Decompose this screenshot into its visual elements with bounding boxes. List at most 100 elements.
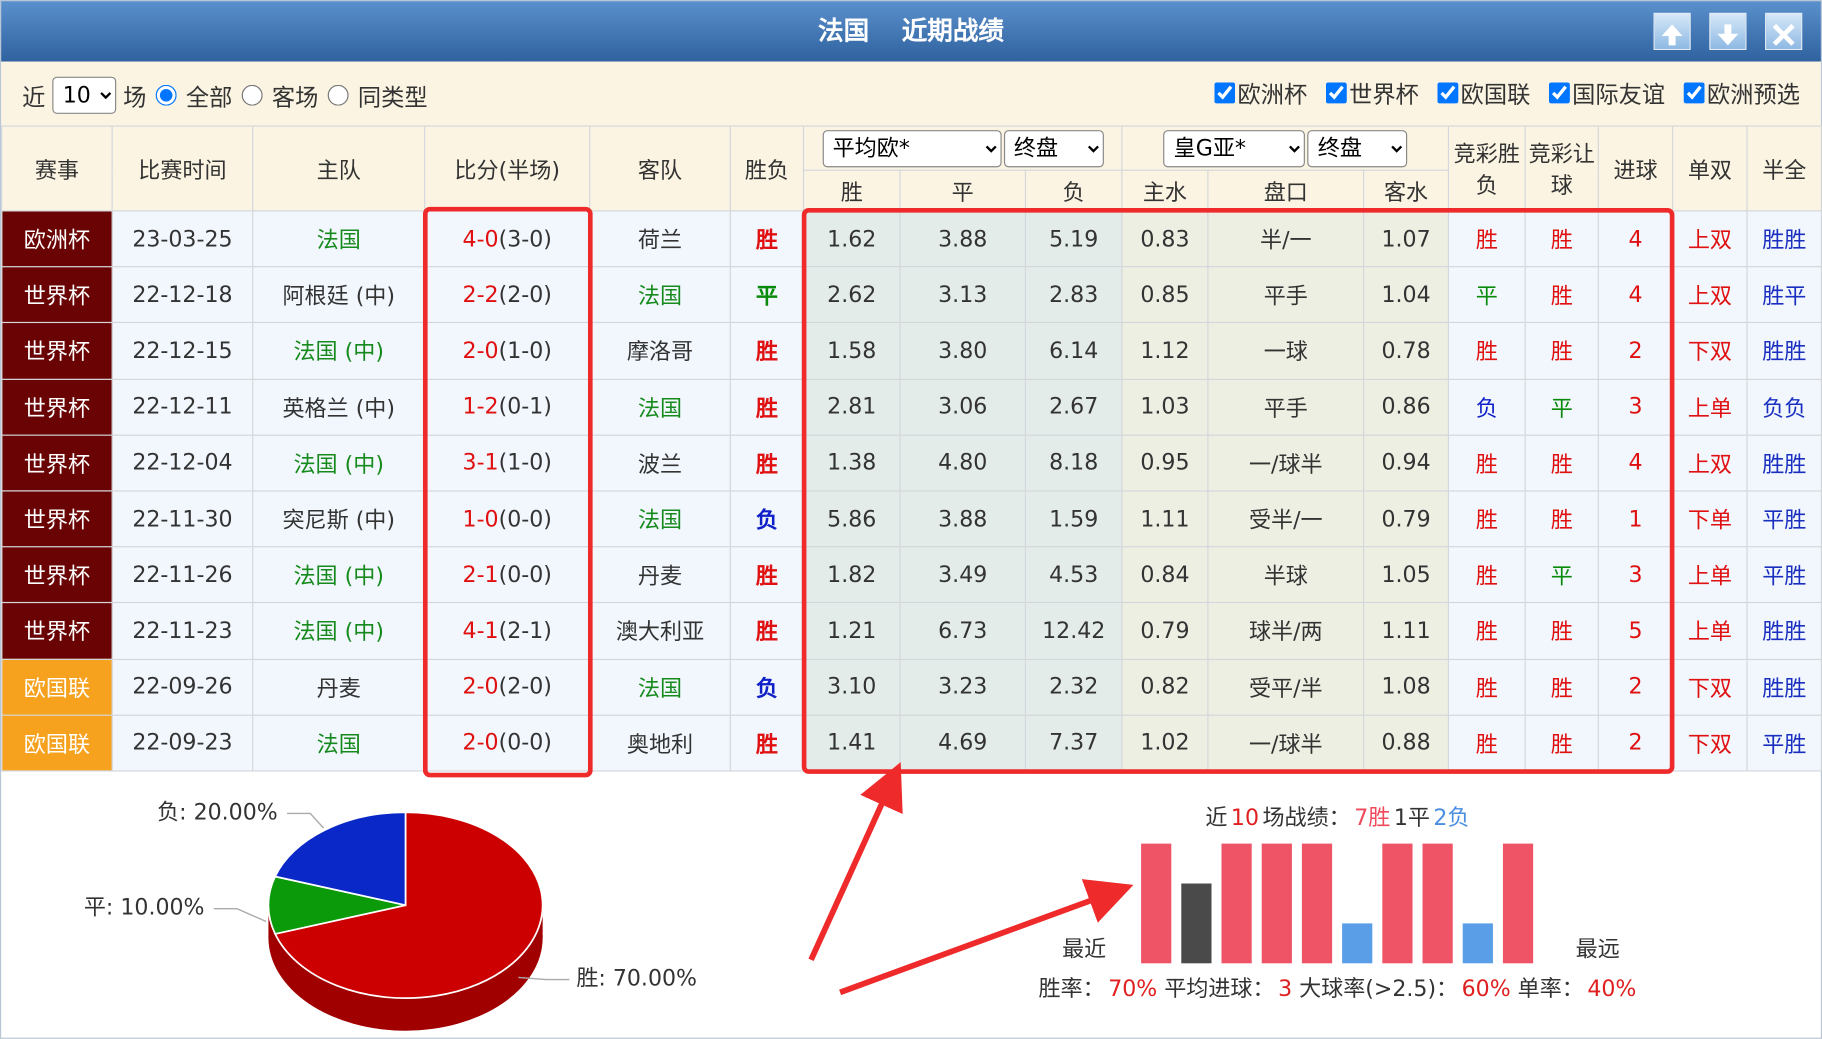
- asian-odds: 1.11: [1121, 490, 1209, 548]
- match-date: 22-11-26: [111, 546, 254, 604]
- half-full: 平胜: [1746, 714, 1822, 772]
- summary-part: 2负: [1433, 806, 1469, 831]
- header-cell: 平: [899, 169, 1027, 212]
- match-date: 22-12-18: [111, 266, 254, 324]
- odds-stage-select[interactable]: 终盘: [1003, 129, 1104, 167]
- radio-label: 同类型: [357, 83, 428, 111]
- match-row: 欧国联 22-09-26 丹麦 2-0(2-0) 法国负 3.10 3.23 2.32 0.82…: [1, 658, 1822, 716]
- odds-company-select[interactable]: 平均欧*: [822, 129, 1002, 167]
- home-team: 法国: [252, 210, 426, 268]
- score-cell: 1-0(0-0): [424, 490, 591, 548]
- asian-odds: 0.78: [1363, 322, 1450, 380]
- lottery-result: 胜: [1447, 210, 1526, 268]
- home-team: 法国 (中): [252, 322, 426, 380]
- euro-odds: 3.13: [899, 266, 1027, 324]
- euro-odds: 3.49: [899, 546, 1027, 604]
- checkbox[interactable]: [1325, 81, 1347, 103]
- result-bar: [1342, 923, 1373, 964]
- goals: 3: [1597, 378, 1674, 436]
- away-team: 澳大利亚: [589, 602, 731, 660]
- header-cell: 主水: [1121, 169, 1209, 212]
- asia-company-select[interactable]: 皇G亚*: [1163, 129, 1305, 167]
- score: 2-0: [462, 674, 499, 700]
- match-row: 欧国联 22-09-23 法国 2-0(0-0) 奥地利胜 1.41 4.69 7.37 1.0…: [1, 714, 1822, 772]
- asian-odds: 受半/一: [1207, 490, 1365, 548]
- handicap-result: 胜: [1524, 602, 1599, 660]
- odd-even: 上单: [1672, 378, 1748, 436]
- handicap-result: 胜: [1524, 714, 1599, 772]
- result-bar: [1382, 843, 1413, 964]
- stats: 胜率： 70% 平均进球： 3 大球率(>2.5)： 60% 单率： 40%: [1039, 977, 1637, 1002]
- handicap-result: 胜: [1524, 266, 1599, 324]
- asian-odds: 0.85: [1121, 266, 1209, 324]
- match-row: 世界杯 22-12-18 阿根廷 (中) 2-2(2-0) 法国平 2.62 3.13 2.8…: [1, 266, 1822, 324]
- euro-odds: 12.42: [1024, 602, 1123, 660]
- half-full: 胜胜: [1746, 434, 1822, 492]
- asian-odds: 半球: [1207, 546, 1365, 604]
- home-team: 突尼斯 (中): [252, 490, 426, 548]
- close-button[interactable]: [1765, 12, 1803, 50]
- half-full: 胜胜: [1746, 322, 1822, 380]
- result-bar: [1221, 843, 1252, 964]
- leader-line: [213, 907, 267, 923]
- score: 2-0: [462, 338, 499, 364]
- checkbox[interactable]: [1683, 81, 1705, 103]
- score-cell: 2-2(2-0): [424, 266, 591, 324]
- pie-slice: [273, 811, 407, 907]
- radio[interactable]: [241, 84, 263, 106]
- summary: 近 10 场战绩： 7胜 1平 2负: [1205, 806, 1469, 831]
- home-team: 法国: [252, 714, 426, 772]
- asian-odds: 0.79: [1363, 490, 1450, 548]
- half-score: (2-1): [498, 618, 552, 644]
- euro-odds: 1.58: [802, 322, 901, 380]
- home-team: 法国 (中): [252, 434, 426, 492]
- result-bar: [1181, 883, 1212, 964]
- radio[interactable]: [327, 84, 349, 106]
- euro-odds: 3.10: [802, 658, 901, 716]
- lottery-result: 胜: [1447, 490, 1526, 548]
- radio-label: 全部: [185, 83, 233, 111]
- up-button[interactable]: [1653, 12, 1691, 50]
- pie-slice: [267, 875, 406, 935]
- lottery-result: 平: [1447, 266, 1526, 324]
- checkbox[interactable]: [1548, 81, 1570, 103]
- summary-part: 7胜: [1354, 806, 1390, 831]
- asian-odds: 0.95: [1121, 434, 1209, 492]
- euro-odds: 1.59: [1024, 490, 1123, 548]
- score: 1-0: [462, 506, 499, 532]
- header-cell: 比赛时间: [111, 125, 254, 212]
- radio[interactable]: [155, 84, 177, 106]
- leader-line: [287, 812, 325, 829]
- competition: 世界杯: [1, 546, 113, 604]
- asian-odds: 一/球半: [1207, 714, 1365, 772]
- goals: 4: [1597, 434, 1674, 492]
- half-full: 胜胜: [1746, 602, 1822, 660]
- table-body: 欧洲杯 23-03-25 法国 4-0(3-0) 荷兰胜 1.62 3.88 5.19 0.83…: [1, 210, 1822, 772]
- asian-odds: 受平/半: [1207, 658, 1365, 716]
- score: 2-1: [462, 562, 499, 588]
- count-select[interactable]: 10: [52, 76, 117, 114]
- match-date: 23-03-25: [111, 210, 254, 268]
- checkbox[interactable]: [1437, 81, 1459, 103]
- odd-even: 上单: [1672, 602, 1748, 660]
- header-cell: 赛事: [1, 125, 113, 212]
- score-cell: 4-0(3-0): [424, 210, 591, 268]
- asian-odds: 0.86: [1363, 378, 1450, 436]
- arrow: [839, 879, 1134, 996]
- label: 场: [123, 83, 147, 111]
- score: 4-1: [462, 618, 499, 644]
- asia-stage-select[interactable]: 终盘: [1307, 129, 1408, 167]
- pie-label: 负: 20.00%: [157, 800, 278, 825]
- euro-odds: 1.62: [802, 210, 901, 268]
- lottery-result: 胜: [1447, 714, 1526, 772]
- score: 3-1: [462, 450, 499, 476]
- title-bar: 法国 近期战绩: [1, 1, 1821, 62]
- down-button[interactable]: [1709, 12, 1747, 50]
- result: 平: [729, 266, 805, 324]
- header-cell: 单双: [1672, 125, 1748, 212]
- result: 负: [729, 658, 805, 716]
- asian-odds: 1.11: [1363, 602, 1450, 660]
- checkbox[interactable]: [1214, 81, 1236, 103]
- euro-odds: 4.80: [899, 434, 1027, 492]
